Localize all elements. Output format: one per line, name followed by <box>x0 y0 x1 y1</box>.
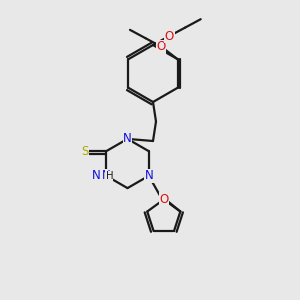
Text: N: N <box>123 132 132 146</box>
Text: H: H <box>106 171 113 181</box>
Text: S: S <box>81 145 88 158</box>
Text: N: N <box>144 169 153 182</box>
Text: N: N <box>92 169 101 182</box>
Text: O: O <box>159 193 168 206</box>
Text: O: O <box>157 40 166 53</box>
Text: O: O <box>165 29 174 43</box>
Text: N: N <box>102 169 111 182</box>
